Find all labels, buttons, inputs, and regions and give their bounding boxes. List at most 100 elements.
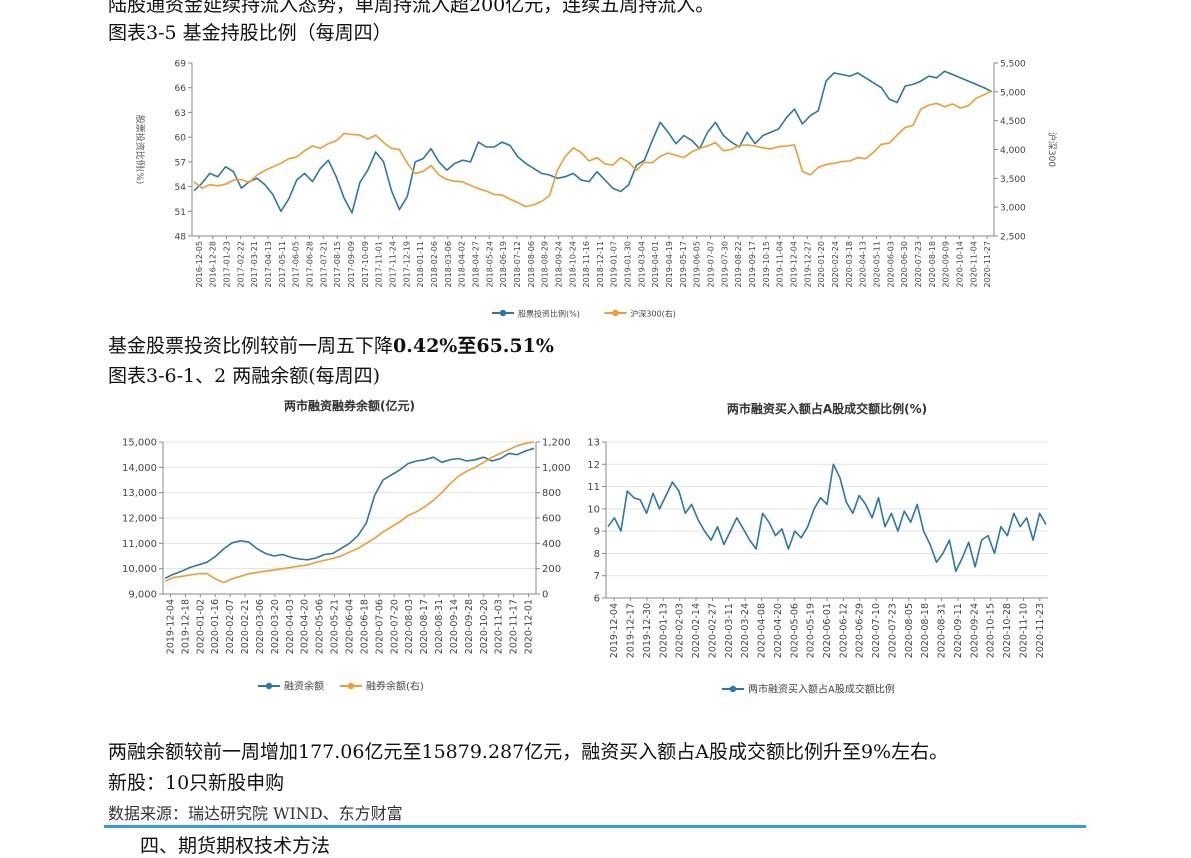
chart3-xtick-label: 2020-03-11	[724, 603, 735, 658]
chart1-xtick-label: 2018-08-06	[527, 241, 536, 288]
chart1-ytick-label: 57	[175, 158, 186, 168]
chart3-xtick-label: 2020-01-13	[658, 603, 669, 658]
chart1-y2tick-label: 5,000	[1000, 88, 1026, 98]
chart1-xtick-label: 2018-05-24	[485, 241, 494, 288]
chart3-xtick-label: 2020-10-28	[1002, 603, 1013, 658]
chart1-xtick-label: 2017-06-28	[306, 241, 315, 288]
chart1-ytick-label: 63	[175, 109, 186, 119]
chart1-xtick-label: 2019-05-17	[679, 241, 688, 288]
chart1-xtick-label: 2018-04-27	[471, 241, 480, 288]
chart3-xtick-label: 2020-02-03	[675, 603, 686, 658]
chart1-xtick-label: 2019-04-19	[665, 241, 674, 288]
chart3-xtick-label: 2020-04-08	[757, 603, 768, 658]
chart1-xtick-label: 2020-03-18	[845, 241, 854, 288]
chart1-series-1-line	[193, 70, 993, 214]
chart1-xtick-label: 2020-04-13	[859, 241, 868, 288]
chart1-xtick-label: 2018-12-11	[596, 241, 605, 288]
chart3-legend-marker	[729, 685, 737, 693]
chart3-xtick-label: 2020-03-24	[740, 603, 751, 658]
chart1-xtick-label: 2019-10-15	[762, 241, 771, 288]
chart1-xtick-label: 2020-08-18	[928, 241, 937, 288]
chart3-ytick-label: 13	[587, 438, 600, 449]
chart3-ytick-label: 10	[587, 504, 600, 515]
chart2-ytick-label: 11,000	[122, 539, 157, 550]
chart1-xtick-label: 2016-12-28	[209, 241, 218, 288]
paragraph-fund-ratio: 基金股票投资比例较前一周五下降0.42%至65.51%	[108, 331, 554, 358]
chart3-ytick-label: 11	[587, 482, 600, 493]
chart1-y2tick-label: 4,000	[1000, 146, 1026, 156]
chart2-xtick-label: 2020-09-28	[464, 599, 475, 654]
chart2-xtick-label: 2020-06-04	[345, 599, 356, 654]
chart1-xtick-label: 2016-12-05	[195, 241, 204, 288]
chart1-xtick-label: 2017-10-09	[361, 241, 370, 288]
chart3-xtick-label: 2020-09-11	[953, 603, 964, 658]
chart3-xtick-label: 2020-08-05	[904, 603, 915, 658]
fund-holding-chart: 48 51 54 57 60 63 66 69 2,500 3,000 3,500 4,000 4,50…	[134, 60, 1058, 319]
chart2-xtick-label: 2020-07-20	[389, 599, 400, 654]
chart1-xtick-label: 2019-09-17	[748, 241, 757, 288]
chart1-xtick-label: 2017-04-13	[264, 241, 273, 288]
margin-buy-ratio-chart: 两市融资买入额占A股成交额比例(%) 6 7 8 9 10 11 12 13 2019-12-04…	[587, 401, 1048, 696]
chart2-xtick-label: 2020-02-07	[225, 599, 236, 654]
chart2-xtick-label: 2019-12-04	[165, 599, 176, 654]
chart1-xtick-label: 2017-02-22	[236, 241, 245, 288]
chart2-ytick-label: 9,000	[128, 590, 157, 601]
chart2-ytick-label: 10,000	[122, 564, 157, 575]
chart2-legend-label: 融资余额	[284, 680, 324, 693]
paragraph-fund-ratio-text: 基金股票投资比例较前一周五下降	[108, 335, 394, 357]
chart3-xtick-label: 2020-02-27	[707, 603, 718, 658]
chart3-xtick-label: 2020-10-15	[986, 603, 997, 658]
chart2-ytick-label: 15,000	[122, 438, 157, 449]
chart1-xtick-label: 2017-03-21	[250, 241, 259, 288]
chart1-ytick-label: 54	[175, 183, 187, 193]
chart3-xtick-label: 2020-02-14	[691, 603, 702, 658]
chart2-y2tick-label: 400	[542, 539, 561, 550]
chart3-ytick-label: 9	[594, 527, 600, 538]
chart1-xtick-label: 2019-01-07	[610, 241, 619, 288]
chart1-xtick-label: 2019-03-04	[637, 241, 646, 288]
paragraph-ipo: 新股：10只新股申购	[108, 772, 285, 794]
chart3-xtick-label: 2020-06-12	[838, 603, 849, 658]
chart2-series-2-line	[164, 441, 535, 584]
chart1-xtick-label: 2017-12-19	[402, 241, 411, 288]
chart1-ytick-label: 69	[175, 60, 187, 70]
chart2-xtick-label: 2020-07-06	[374, 599, 385, 654]
chart1-xtick-label: 2020-06-30	[900, 241, 909, 288]
chart3-title: 两市融资买入额占A股成交额比例(%)	[727, 401, 927, 416]
chart1-xtick-label: 2017-11-24	[389, 241, 398, 288]
chart2-y2tick-label: 800	[542, 488, 561, 499]
data-source: 数据来源：瑞达研究院 WIND、东方财富	[108, 804, 403, 823]
chart1-y2tick-label: 2,500	[1000, 233, 1026, 243]
paragraph-margin: 两融余额较前一周增加177.06亿元至15879.287亿元，融资买入额占A股成…	[108, 741, 949, 763]
chart2-y2tick-label: 1,000	[542, 463, 571, 474]
chart2-xtick-label: 2020-03-06	[255, 599, 266, 654]
chart2-xtick-label: 2020-12-01	[524, 599, 535, 654]
chart3-ytick-label: 8	[594, 549, 600, 560]
chart2-xtick-label: 2020-08-17	[419, 599, 430, 654]
chart2-xtick-label: 2020-11-17	[509, 599, 520, 654]
chart1-y2tick-label: 5,500	[1000, 60, 1026, 70]
chart1-xtick-label: 2020-07-23	[914, 241, 923, 288]
cut-off-paragraph: 陆股通资金延续持流入态势，单周持流入超200亿元，连续五周持流入。	[108, 0, 715, 16]
chart3-series-1-line	[607, 463, 1047, 573]
chart3-xtick-label: 2020-05-19	[806, 603, 817, 658]
chart2-legend-label: 融券余额(右)	[366, 680, 424, 693]
figure-3-5-title: 图表3-5 基金持股比例（每周四）	[108, 22, 392, 44]
chart2-title: 两市融资融券余额(亿元)	[284, 398, 415, 413]
chart2-y2tick-label: 200	[542, 564, 561, 575]
chart2-xtick-label: 2020-04-20	[300, 599, 311, 654]
chart3-xtick-label: 2020-09-24	[969, 603, 980, 658]
chart3-xtick-label: 2020-11-23	[1035, 603, 1046, 658]
chart2-xtick-label: 2020-11-03	[494, 599, 505, 654]
chart3-ytick-label: 7	[594, 571, 600, 582]
chart2-xtick-label: 2020-06-18	[359, 599, 370, 654]
chart1-xtick-label: 2019-07-30	[720, 241, 729, 288]
chart2-xtick-label: 2020-09-14	[449, 599, 460, 654]
chart2-xtick-label: 2020-08-31	[434, 599, 445, 654]
chart3-xtick-label: 2020-08-31	[937, 603, 948, 658]
chart3-xtick-label: 2019-12-04	[609, 603, 620, 658]
margin-balance-chart: 两市融资融券余额(亿元) 9,000 10,000 11,000 12,000 13,00…	[122, 398, 571, 693]
chart2-xtick-label: 2020-10-20	[479, 599, 490, 654]
chart1-xtick-label: 2018-02-06	[430, 241, 439, 288]
chart1-xtick-label: 2020-05-11	[872, 241, 881, 288]
